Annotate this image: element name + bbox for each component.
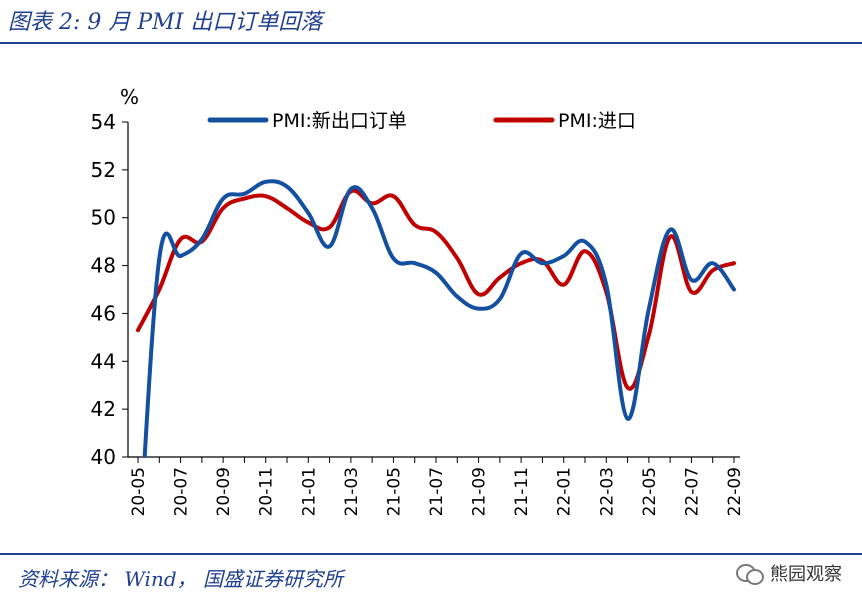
y-tick-label: 46 bbox=[91, 301, 116, 325]
x-tick-label: 20-09 bbox=[214, 467, 234, 516]
line-chart: % 40 42 44 46 48 50 52 54 20-05 20-07 20-09 20-11 21… bbox=[91, 85, 745, 516]
x-tick-label: 21-09 bbox=[470, 467, 490, 516]
x-tick-label: 20-05 bbox=[129, 467, 149, 516]
x-tick-label: 22-03 bbox=[597, 467, 617, 516]
x-tick-label: 20-07 bbox=[172, 467, 192, 516]
x-tick-label: 22-05 bbox=[640, 467, 660, 516]
x-tick-label: 21-05 bbox=[384, 467, 404, 516]
y-tick-label: 54 bbox=[91, 110, 116, 134]
y-tick-label: 42 bbox=[91, 397, 116, 421]
series-line-new-export-orders bbox=[142, 179, 736, 457]
legend-label: PMI:进口 bbox=[558, 110, 636, 132]
source-note: 资料来源： Wind， 国盛证券研究所 bbox=[18, 567, 343, 591]
page-title: 图表 2: 9 月 PMI 出口订单回落 bbox=[8, 10, 323, 35]
y-tick-label: 50 bbox=[91, 206, 116, 230]
series-line-imports bbox=[136, 188, 736, 391]
y-tick-label: 44 bbox=[91, 349, 116, 373]
top-divider bbox=[0, 42, 862, 44]
y-tick-label: 48 bbox=[91, 254, 116, 278]
y-tick-label: 52 bbox=[91, 158, 116, 182]
x-tick-label: 22-07 bbox=[682, 467, 702, 516]
wechat-icon bbox=[736, 562, 764, 585]
x-tick-label: 21-03 bbox=[342, 467, 362, 516]
x-tick-label: 22-09 bbox=[725, 467, 745, 516]
chart-legend: PMI:新出口订单 PMI:进口 bbox=[207, 110, 636, 132]
x-tick-label: 21-11 bbox=[512, 467, 532, 516]
x-tick-label: 20-11 bbox=[257, 467, 277, 516]
chart-series bbox=[136, 179, 736, 457]
y-axis-unit: % bbox=[120, 85, 139, 109]
watermark: 熊园观察 bbox=[736, 560, 842, 586]
y-tick-label: 40 bbox=[91, 445, 116, 469]
x-tick-label: 21-01 bbox=[299, 467, 319, 516]
legend-label: PMI:新出口订单 bbox=[272, 110, 407, 132]
x-tick-label: 21-07 bbox=[427, 467, 447, 516]
bottom-divider bbox=[0, 553, 862, 555]
chart-axes: 40 42 44 46 48 50 52 54 20-05 20-07 20-09 20-11 21-0… bbox=[91, 110, 745, 516]
watermark-label: 熊园观察 bbox=[770, 564, 842, 585]
x-tick-label: 22-01 bbox=[555, 467, 575, 516]
